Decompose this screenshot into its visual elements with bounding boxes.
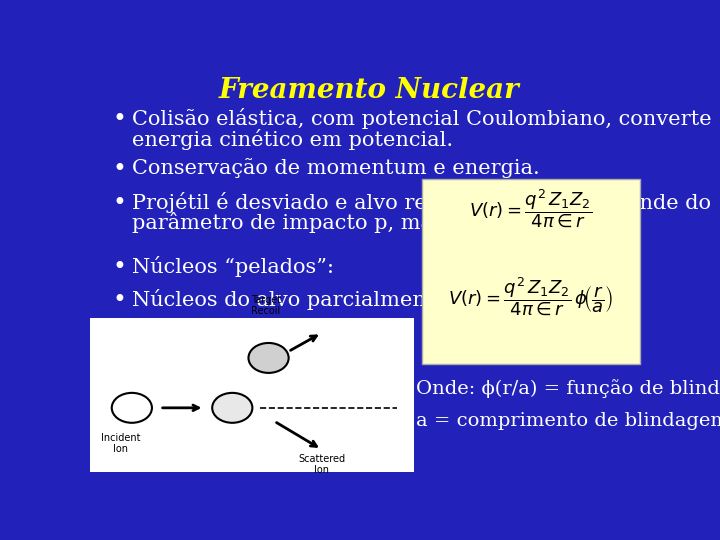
- Text: Núcleos “pelados”:: Núcleos “pelados”:: [132, 256, 334, 277]
- Text: •: •: [112, 256, 126, 279]
- Text: •: •: [112, 158, 126, 181]
- Text: Freamento Nuclear: Freamento Nuclear: [219, 77, 519, 104]
- Text: Onde: ϕ(r/a) = função de blindagem,: Onde: ϕ(r/a) = função de blindagem,: [416, 379, 720, 397]
- Text: $V(r) = \dfrac{q^2\,Z_1 Z_2}{4\pi \in r}$: $V(r) = \dfrac{q^2\,Z_1 Z_2}{4\pi \in r}…: [469, 187, 593, 230]
- Text: Projétil é desviado e alvo recua. O quanto, depende do: Projétil é desviado e alvo recua. O quan…: [132, 192, 711, 213]
- Text: •: •: [112, 192, 126, 214]
- Text: $V(r) = \dfrac{q^2\,Z_1 Z_2}{4\pi \in r}\,\phi\!\left(\dfrac{r}{a}\right)$: $V(r) = \dfrac{q^2\,Z_1 Z_2}{4\pi \in r}…: [448, 276, 613, 318]
- Text: parâmetro de impacto p, massas e energia.: parâmetro de impacto p, massas e energia…: [132, 212, 590, 233]
- Text: Target
Recoil: Target Recoil: [251, 295, 281, 316]
- Text: Incident
Ion: Incident Ion: [101, 433, 140, 454]
- Text: •: •: [112, 289, 126, 312]
- Text: a = comprimento de blindagem.: a = comprimento de blindagem.: [416, 412, 720, 430]
- Text: •: •: [112, 109, 126, 131]
- Bar: [422, 179, 639, 364]
- Text: Conservação de momentum e energia.: Conservação de momentum e energia.: [132, 158, 539, 178]
- Circle shape: [112, 393, 152, 423]
- Text: Colisão elástica, com potencial Coulombiano, converte: Colisão elástica, com potencial Coulombi…: [132, 109, 711, 130]
- Text: Scattered
Ion: Scattered Ion: [298, 454, 345, 475]
- Circle shape: [248, 343, 289, 373]
- Text: Núcleos do alvo parcialmente: Núcleos do alvo parcialmente: [132, 289, 446, 310]
- Text: energia cinético em potencial.: energia cinético em potencial.: [132, 129, 453, 150]
- Circle shape: [212, 393, 253, 423]
- Bar: [90, 319, 413, 472]
- Text: blindados:: blindados:: [255, 319, 364, 338]
